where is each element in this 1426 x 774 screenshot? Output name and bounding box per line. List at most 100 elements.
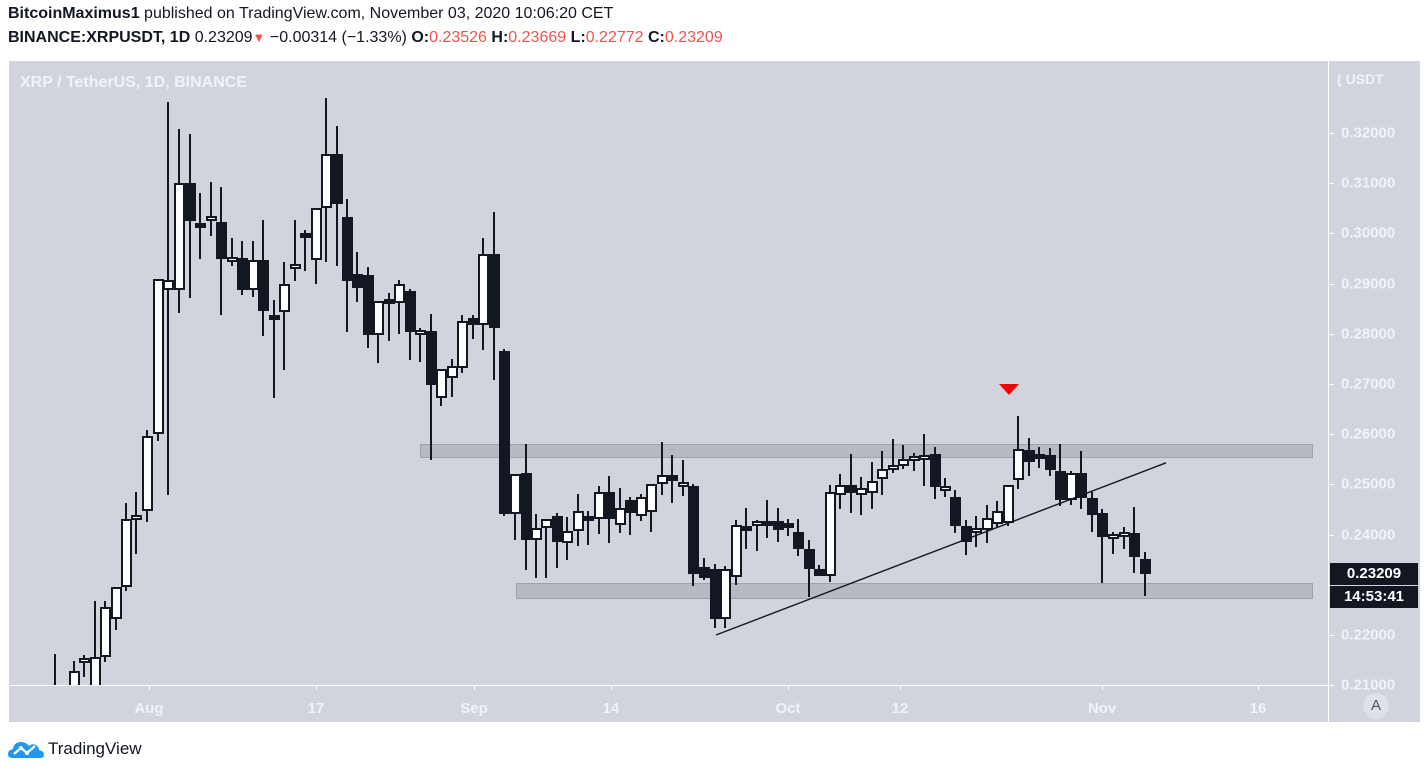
symbol-name: BINANCE:XRPUSDT, 1D	[8, 29, 191, 46]
bearish-candle	[300, 233, 311, 239]
bullish-candle	[856, 488, 867, 496]
bullish-candle	[100, 606, 111, 657]
candle-wick	[629, 497, 631, 535]
price-tick	[1329, 283, 1334, 285]
open-label: O:	[411, 29, 430, 46]
price-label: 0.26000	[1341, 425, 1396, 443]
low-label: L:	[570, 29, 586, 46]
bullish-candle	[290, 264, 301, 270]
bearish-candle	[667, 474, 678, 482]
price-tick	[1329, 233, 1334, 235]
publish-info: BitcoinMaximus1 published on TradingView…	[8, 5, 613, 23]
bearish-candle	[521, 473, 532, 540]
bullish-candle	[457, 320, 468, 369]
bearish-candle	[783, 523, 794, 529]
bullish-candle	[877, 469, 888, 480]
price-tick	[1329, 183, 1334, 185]
candle-wick	[273, 299, 275, 399]
bullish-candle	[153, 278, 164, 435]
bearish-candle	[216, 222, 227, 260]
bullish-candle	[888, 464, 899, 471]
time-axis[interactable]: Aug 17 Sep 14 Oct 12 Nov 16	[9, 685, 1328, 723]
bearish-candle	[699, 567, 710, 579]
plot-area[interactable]: XRP / TetherUS, 1D, BINANCE	[9, 61, 1328, 685]
ascending-trendline[interactable]	[9, 61, 1328, 685]
current-price-label: 0.23209	[1330, 563, 1418, 586]
high-label: H:	[491, 29, 509, 46]
candle-wick	[535, 513, 537, 579]
bullish-candle	[678, 481, 689, 487]
price-label: 0.29000	[1341, 275, 1396, 293]
close-label: C:	[648, 29, 665, 46]
price-tick	[1329, 484, 1334, 486]
publish-text: published on TradingView.com, November 0…	[144, 5, 614, 22]
candle-wick	[913, 453, 915, 472]
bearish-candle	[950, 496, 961, 526]
price-tick	[1329, 434, 1334, 436]
bullish-candle	[478, 253, 489, 325]
bullish-candle	[898, 458, 909, 467]
bullish-candle	[1003, 485, 1014, 524]
bullish-candle	[415, 330, 426, 336]
candle-wick	[682, 460, 684, 496]
bullish-candle	[206, 215, 217, 221]
price-axis[interactable]: ( USDT 0.23209 14:53:41 A 0.32000 0.31000…	[1328, 61, 1421, 722]
bearish-candle	[688, 485, 699, 575]
open-value: 0.23526	[429, 29, 487, 46]
auto-scale-button[interactable]: A	[1363, 693, 1389, 719]
candle-wick	[766, 500, 768, 539]
brand-name: TradingView	[48, 739, 142, 758]
bearish-candle	[930, 453, 941, 487]
bullish-candle	[121, 518, 132, 587]
price-label: 0.27000	[1341, 375, 1396, 393]
candle-wick	[210, 182, 212, 237]
chart-title: XRP / TetherUS, 1D, BINANCE	[20, 74, 248, 91]
bullish-candle	[971, 528, 982, 534]
candle-wick	[294, 219, 296, 281]
bearish-candle	[583, 516, 594, 522]
bullish-candle	[131, 514, 142, 520]
bullish-candle	[731, 525, 742, 577]
bearish-candle	[237, 257, 248, 290]
bullish-candle	[1013, 448, 1024, 481]
bearish-candle	[625, 500, 636, 513]
time-tick	[474, 686, 475, 690]
bearish-candle	[741, 525, 752, 531]
candle-wick	[472, 314, 474, 339]
time-label-sep: Sep	[460, 700, 488, 717]
bullish-candle	[541, 518, 552, 529]
bearish-candle	[1129, 532, 1140, 558]
bearish-candle	[332, 153, 343, 204]
bearish-candle	[269, 314, 280, 320]
candle-wick	[304, 229, 306, 272]
candle-wick	[587, 511, 589, 546]
candle-wick	[902, 445, 904, 470]
tradingview-branding[interactable]: TradingView	[8, 738, 142, 760]
time-label-12: 12	[891, 700, 909, 717]
candle-wick	[167, 101, 169, 496]
tradingview-logo-icon	[8, 742, 44, 758]
bearish-candle	[426, 331, 437, 386]
bearish-candle	[961, 525, 972, 543]
chart-container[interactable]: XRP / TetherUS, 1D, BINANCE Aug 17 Sep 14 Oc…	[9, 61, 1420, 722]
bullish-candle	[940, 485, 951, 491]
red-down-arrow-icon	[999, 383, 1019, 395]
candle-wick	[1123, 526, 1125, 550]
price-change: −0.00314 (−1.33%)	[269, 29, 407, 46]
bearish-candle	[342, 217, 353, 282]
price-label: 0.21000	[1341, 676, 1396, 694]
bearish-candle	[814, 569, 825, 576]
price-tick	[1329, 384, 1334, 385]
last-price: 0.23209	[194, 29, 253, 46]
time-label-17: 17	[307, 700, 325, 717]
author-name[interactable]: BitcoinMaximus1	[8, 5, 140, 22]
candle-wick	[892, 438, 894, 474]
price-label: 0.28000	[1341, 325, 1396, 343]
low-value: 0.22772	[585, 29, 644, 46]
bullish-candle	[279, 283, 290, 313]
candle-wick	[83, 655, 85, 677]
close-value: 0.23209	[664, 29, 723, 46]
bearish-candle	[1055, 470, 1066, 500]
candle-wick	[283, 261, 285, 371]
price-tick	[1329, 333, 1334, 335]
